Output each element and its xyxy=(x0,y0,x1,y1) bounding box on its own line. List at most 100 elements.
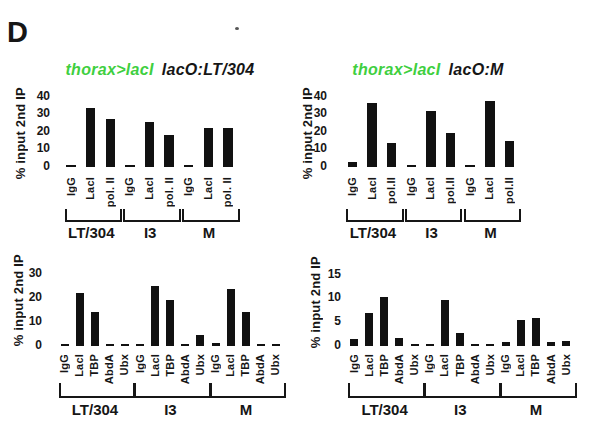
bar-abda xyxy=(395,338,403,347)
x-axis-label: pol. II xyxy=(221,177,234,207)
group-label: M xyxy=(164,224,254,241)
x-axis-label: LacI xyxy=(363,354,376,377)
bar-polii xyxy=(446,133,456,167)
x-axis-label: LacI xyxy=(143,177,156,200)
group-bracket xyxy=(405,209,463,222)
x-axis-label: IgG xyxy=(182,177,195,196)
bar-ubx xyxy=(562,341,570,346)
bar-abda xyxy=(181,344,189,346)
x-axis-label: IgG xyxy=(65,177,78,196)
y-tick-label: 20 xyxy=(291,123,327,139)
x-axis-label: TBP xyxy=(239,354,252,377)
group-bracket xyxy=(182,209,240,222)
x-axis-label: pol.II xyxy=(385,177,398,204)
x-axis-label: LacI xyxy=(224,354,237,377)
y-tick-label: 10 xyxy=(305,289,341,305)
bar-tbp xyxy=(380,297,388,346)
bar-tbp xyxy=(166,300,174,346)
group-bracket xyxy=(464,209,522,222)
bar-igg xyxy=(212,343,220,346)
x-axis-label: LacI xyxy=(202,177,215,200)
x-axis-label: IgG xyxy=(405,177,418,196)
y-tick-label: 30 xyxy=(14,105,50,121)
group-bracket xyxy=(65,209,123,222)
x-axis-label: AbdA xyxy=(545,354,558,384)
panel-label: D xyxy=(7,16,28,49)
chart-title: thorax>lacIlacO:M xyxy=(258,61,598,79)
x-axis-label: IgG xyxy=(423,354,436,373)
title-genotype: thorax>lacI xyxy=(65,61,153,78)
stray-dot xyxy=(235,27,239,30)
bar-laci xyxy=(76,293,84,346)
group-bracket xyxy=(123,209,181,222)
bar-ubx xyxy=(272,344,280,346)
group-bracket xyxy=(210,383,287,398)
x-axis-label: TBP xyxy=(378,354,391,377)
x-axis-label: LacI xyxy=(483,177,496,200)
bar-laci xyxy=(517,320,525,347)
x-axis-label: Ubx xyxy=(118,354,131,375)
x-axis-label: IgG xyxy=(123,177,136,196)
y-tick-label: 10 xyxy=(6,313,42,329)
x-axis-label: IgG xyxy=(209,354,222,373)
group-bracket xyxy=(59,383,136,398)
bar-igg xyxy=(465,165,475,167)
group-bracket xyxy=(500,383,577,398)
x-axis-label: IgG xyxy=(58,354,71,373)
bar-laci xyxy=(365,313,373,346)
x-axis-label: Ubx xyxy=(269,354,282,375)
x-axis-label: Ubx xyxy=(484,354,497,375)
bar-abda xyxy=(471,344,479,346)
bar-ubx xyxy=(121,344,129,346)
x-axis-label: pol. II xyxy=(163,177,176,207)
x-axis-label: Ubx xyxy=(194,354,207,375)
bar-ubx xyxy=(196,335,204,346)
bar-polii xyxy=(223,128,233,167)
bar-igg xyxy=(426,344,434,346)
y-tick-label: 20 xyxy=(14,123,50,139)
bar-polii xyxy=(505,141,515,167)
y-tick-label: 0 xyxy=(14,158,50,174)
group-bracket xyxy=(424,383,501,398)
x-axis-label: TBP xyxy=(529,354,542,377)
x-axis-label: LacI xyxy=(149,354,162,377)
x-axis-label: IgG xyxy=(464,177,477,196)
bar-laci xyxy=(426,111,436,167)
bar-igg xyxy=(136,344,144,346)
x-axis-label: pol.II xyxy=(444,177,457,204)
x-axis-label: TBP xyxy=(164,354,177,377)
x-axis-label: IgG xyxy=(499,354,512,373)
bar-tbp xyxy=(91,312,99,346)
x-axis-label: pol. II xyxy=(104,177,117,207)
x-axis-label: AbdA xyxy=(469,354,482,384)
y-tick-label: 20 xyxy=(6,289,42,305)
bar-tbp xyxy=(532,318,540,346)
group-bracket xyxy=(134,383,211,398)
x-axis-label: AbdA xyxy=(103,354,116,384)
x-axis-label: IgG xyxy=(134,354,147,373)
y-tick-label: 0 xyxy=(305,337,341,353)
y-tick-label: 30 xyxy=(291,105,327,121)
y-tick-label: 30 xyxy=(6,265,42,281)
y-tick-label: 10 xyxy=(291,140,327,156)
x-axis-label: Ubx xyxy=(408,354,421,375)
x-axis-label: LacI xyxy=(73,354,86,377)
x-axis-label: pol.II xyxy=(503,177,516,204)
group-label: M xyxy=(491,401,581,418)
title-genotype: thorax>lacI xyxy=(352,61,440,78)
x-axis-label: AbdA xyxy=(179,354,192,384)
y-tick-label: 0 xyxy=(291,158,327,174)
y-tick-label: 15 xyxy=(305,266,341,282)
group-bracket xyxy=(346,209,404,222)
x-axis-label: LacI xyxy=(366,177,379,200)
title-reporter: lacO:LT/304 xyxy=(162,61,255,78)
bar-igg xyxy=(184,165,194,167)
x-axis-label: LacI xyxy=(424,177,437,200)
x-axis-label: AbdA xyxy=(393,354,406,384)
x-axis-label: TBP xyxy=(454,354,467,377)
bar-polii xyxy=(164,135,174,167)
figure-panel: D thorax>lacIlacO:LT/304% input 2nd IP40… xyxy=(0,0,600,447)
bar-igg xyxy=(502,342,510,346)
bar-laci xyxy=(367,103,377,167)
bar-ubx xyxy=(411,344,419,346)
